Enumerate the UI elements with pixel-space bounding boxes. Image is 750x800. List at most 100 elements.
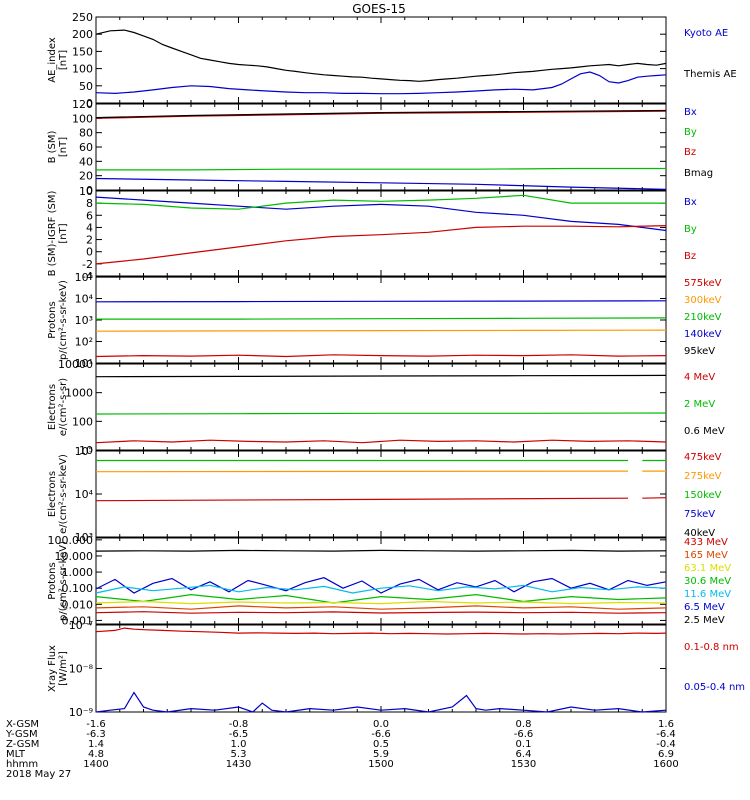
legend-entry: 575keV <box>684 278 722 289</box>
y-tick-label: 10⁻⁸ <box>69 663 94 676</box>
series-line <box>95 109 667 119</box>
legend-entry: 11.6 MeV <box>684 589 731 600</box>
panel-electrons2: 10³ 10⁴ 10⁵ Electrons e/(cm²-s-sr-keV) 475keV… <box>47 445 722 544</box>
ephemeris-value: -6.4 <box>656 729 676 740</box>
series-line <box>95 196 667 232</box>
series-line <box>95 611 667 614</box>
ephemeris-value: 1500 <box>368 759 393 770</box>
legend-entry: 475keV <box>684 452 722 463</box>
y-tick-label: 0.001 <box>62 614 94 627</box>
y-tick-label: 100 <box>72 415 93 428</box>
y-tick-label: 10⁻⁷ <box>69 619 93 632</box>
y-tick-label: 10.000 <box>55 550 94 563</box>
y-axis-label: Electrons <box>47 471 58 517</box>
y-tick-label: 10³ <box>75 531 93 544</box>
panel-frame <box>95 624 667 713</box>
legend-entry: 300keV <box>684 295 722 306</box>
y-tick-label: 250 <box>72 11 93 24</box>
legend-entry: Bmag <box>684 168 713 179</box>
y-tick-label: 8 <box>86 197 93 210</box>
series-line <box>95 470 629 473</box>
y-tick-label: 10³ <box>75 314 93 327</box>
panel-hiprotons: 0.001 0.010 0.100 1.000 10.000 100.000 Protons… <box>47 534 731 628</box>
legend-entry: 40keV <box>684 528 715 539</box>
y-axis-label: Protons <box>47 562 58 599</box>
y-tick-label: 60 <box>79 141 93 154</box>
series-line <box>95 691 667 713</box>
y-tick-label: 1.000 <box>62 566 94 579</box>
y-tick-label: 100.000 <box>48 534 94 547</box>
ephemeris-row-label: Y-GSM <box>5 729 38 740</box>
series-line <box>95 374 667 378</box>
legend-entry: By <box>684 127 697 138</box>
date-label: 2018 May 27 <box>6 769 71 780</box>
ephemeris-row-label: hhmm <box>6 759 38 770</box>
legend-entry: Bx <box>684 107 697 118</box>
legend-entry: 0.1-0.8 nm <box>684 642 739 653</box>
y-tick-label: 2 <box>86 234 93 247</box>
ephemeris-value: -6.6 <box>371 729 391 740</box>
series-line <box>95 605 667 610</box>
ephemeris-value: 1.4 <box>88 739 104 750</box>
y-tick-label: 0 <box>86 184 93 197</box>
y-tick-label: 0 <box>86 97 93 110</box>
y-axis-label: e/(cm²-s-sr) <box>58 378 69 436</box>
panel-xray: 10⁻⁹ 10⁻⁸ 10⁻⁷ Xray Flux [W/m²] 0.1-0.8 nm 0.0… <box>47 619 745 719</box>
y-axis-label: [nT] <box>58 50 69 70</box>
legend-entry: Bz <box>684 147 696 158</box>
y-axis-label: p/(cm²-s-sr-keV) <box>58 541 69 621</box>
y-tick-label: 10⁴ <box>75 488 94 501</box>
y-tick-label: 120 <box>72 98 93 111</box>
y-axis-label: Xray Flux <box>47 645 58 692</box>
series-line <box>95 194 666 210</box>
panel-ae: 0 50 100 150 200 250 AE_index [nT] Kyoto AE Themi… <box>47 11 737 110</box>
series-line <box>95 577 667 594</box>
y-axis-label: p/(cm²-s-sr-keV) <box>58 280 69 360</box>
y-axis-label: [nT] <box>58 137 69 157</box>
ephemeris-value: 1.6 <box>658 719 674 730</box>
y-tick-label: 10⁻⁹ <box>69 706 93 719</box>
x-axis-ephemeris: X-GSM -1.6 -0.8 0.0 0.8 1.6 Y-GSM -6.3 -6.5 -6.6 -… <box>5 719 679 780</box>
series-line <box>95 412 667 415</box>
y-tick-label: 10⁵ <box>75 271 93 284</box>
y-tick-label: 100 <box>72 112 93 125</box>
series-line <box>95 177 667 190</box>
y-axis-label: Electrons <box>47 384 58 430</box>
y-axis-label: e/(cm²-s-sr-keV) <box>58 454 69 534</box>
series-line <box>95 600 667 605</box>
legend-entry: 6.5 MeV <box>684 602 725 613</box>
panel-frame <box>95 450 667 538</box>
y-tick-label: 80 <box>79 127 93 140</box>
ephemeris-value: -0.8 <box>229 719 249 730</box>
ephemeris-value: -6.3 <box>86 729 106 740</box>
y-tick-label: 10¹ <box>75 357 93 370</box>
ephemeris-row-label: X-GSM <box>6 719 39 730</box>
legend-entry: Bx <box>684 197 697 208</box>
legend-entry: 0.05-0.4 nm <box>684 682 745 693</box>
series-line <box>95 225 667 265</box>
series-line <box>642 497 667 499</box>
series-line <box>95 593 667 604</box>
series-line <box>96 167 666 171</box>
y-tick-label: 200 <box>72 28 93 41</box>
y-tick-label: -4 <box>82 270 93 283</box>
y-tick-label: 1000 <box>65 387 93 400</box>
legend-entry: 210keV <box>684 312 722 323</box>
series-line <box>95 439 667 444</box>
y-tick-label: 100 <box>72 63 93 76</box>
series-line <box>95 627 667 635</box>
ephemeris-value: 0.8 <box>516 719 532 730</box>
legend-entry: 150keV <box>684 490 722 501</box>
legend-entry: Bz <box>684 251 696 262</box>
chart-title: GOES-15 <box>352 2 406 16</box>
series-line <box>95 300 667 303</box>
y-axis-label: [nT] <box>58 223 69 243</box>
ephemeris-value: -0.4 <box>656 739 676 750</box>
ephemeris-value: 0.0 <box>373 719 389 730</box>
y-tick-label: 50 <box>79 80 93 93</box>
y-tick-label: 0.100 <box>62 582 94 595</box>
y-tick-label: 0 <box>86 246 93 259</box>
y-axis-label: [W/m²] <box>58 651 69 686</box>
y-tick-label: 10² <box>75 336 93 349</box>
